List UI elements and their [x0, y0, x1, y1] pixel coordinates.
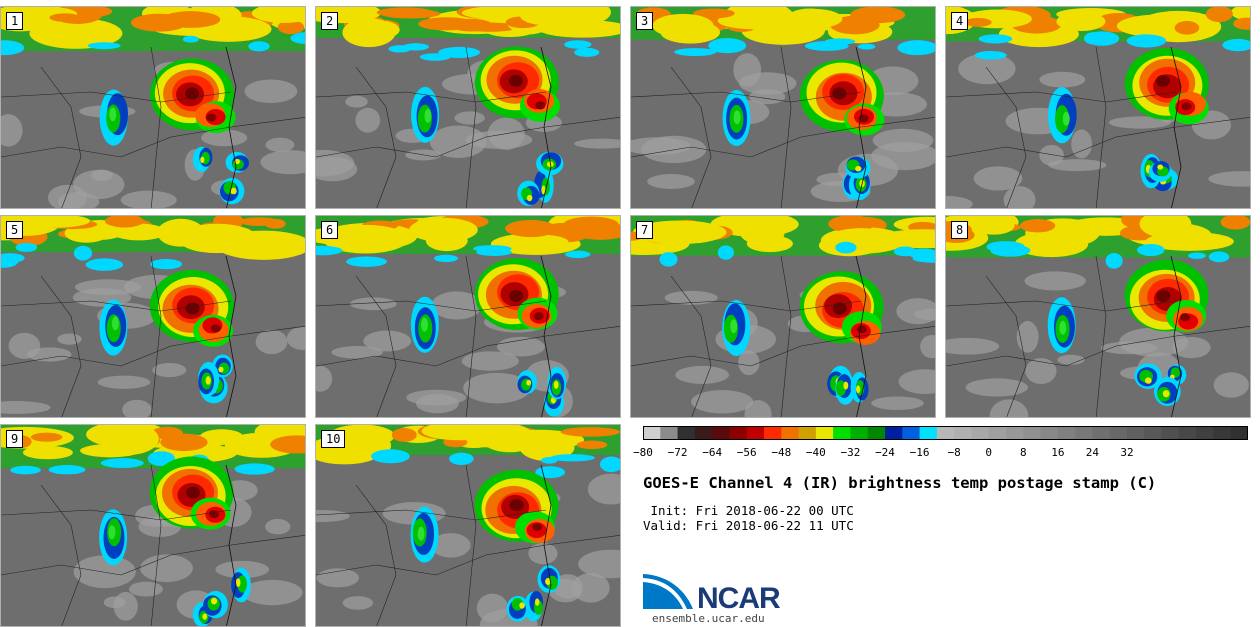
- colorbar: [643, 426, 1248, 440]
- init-time: Init: Fri 2018-06-22 00 UTC: [643, 503, 854, 518]
- colorbar-segment: [954, 426, 972, 440]
- colorbar-segment: [1006, 426, 1024, 440]
- colorbar-tick-label: 32: [1120, 446, 1134, 459]
- colorbar-tick-label: −56: [736, 446, 757, 459]
- postage-stamp-panel: 1: [0, 6, 306, 209]
- colorbar-segment: [988, 426, 1007, 440]
- member-label: 4: [951, 12, 969, 30]
- colorbar-segment: [885, 426, 903, 440]
- postage-stamp-panel: 5: [0, 215, 306, 418]
- postage-stamp-panel: 4: [945, 6, 1251, 209]
- postage-stamp-panel: 10: [315, 424, 621, 627]
- colorbar-tick-label: −72: [667, 446, 688, 459]
- colorbar-segment: [798, 426, 817, 440]
- colorbar-segment: [1057, 426, 1076, 440]
- colorbar-segment: [1161, 426, 1180, 440]
- colorbar-segment: [1040, 426, 1059, 440]
- ncar-url: ensemble.ucar.edu: [652, 612, 765, 625]
- valid-time: Valid: Fri 2018-06-22 11 UTC: [643, 518, 854, 533]
- colorbar-segment: [677, 426, 696, 440]
- colorbar-segment: [729, 426, 748, 440]
- postage-stamp-panel: 8: [945, 215, 1251, 418]
- colorbar-segment: [936, 426, 955, 440]
- colorbar-tick-label: 24: [1085, 446, 1100, 459]
- colorbar-segment: [746, 426, 765, 440]
- member-label: 8: [951, 221, 969, 239]
- colorbar-segment: [815, 426, 834, 440]
- member-label: 5: [6, 221, 24, 239]
- colorbar-tick-label: −24: [875, 446, 895, 459]
- ncar-logo-icon: [643, 574, 693, 609]
- colorbar-segment: [971, 426, 990, 440]
- postage-stamp-panel: 7: [630, 215, 936, 418]
- member-label: 7: [636, 221, 654, 239]
- member-label: 9: [6, 430, 24, 448]
- colorbar-segment: [850, 426, 869, 440]
- colorbar-segment: [712, 426, 730, 440]
- colorbar-segment: [1127, 426, 1145, 440]
- colorbar-segment: [1178, 426, 1197, 440]
- colorbar-segment: [833, 426, 851, 440]
- colorbar-segment: [919, 426, 938, 440]
- postage-stamp-panel: 2: [315, 6, 621, 209]
- colorbar-segment: [902, 426, 921, 440]
- member-label: 6: [321, 221, 339, 239]
- colorbar-tick-label: −64: [702, 446, 723, 459]
- colorbar-segment: [694, 426, 713, 440]
- colorbar-segment: [1075, 426, 1093, 440]
- colorbar-segment: [1023, 426, 1042, 440]
- colorbar-segment: [1230, 426, 1248, 440]
- member-label: 2: [321, 12, 339, 30]
- colorbar-segment: [764, 426, 782, 440]
- ncar-logo-text: NCAR: [697, 582, 781, 615]
- colorbar-segment: [867, 426, 886, 440]
- colorbar-segment: [1144, 426, 1163, 440]
- colorbar-tick-label: −32: [840, 446, 861, 459]
- colorbar-segment: [1213, 426, 1232, 440]
- colorbar-segment: [1092, 426, 1111, 440]
- colorbar-segment: [660, 426, 679, 440]
- colorbar-segment: [1109, 426, 1128, 440]
- colorbar-tick-label: 0: [985, 446, 993, 459]
- colorbar-tick-label: 16: [1051, 446, 1065, 459]
- postage-stamp-panel: 6: [315, 215, 621, 418]
- colorbar-segment: [1196, 426, 1214, 440]
- colorbar-segment: [781, 426, 800, 440]
- member-label: 10: [321, 430, 346, 448]
- member-label: 1: [6, 12, 24, 30]
- postage-stamp-panel: 3: [630, 6, 936, 209]
- colorbar-segment: [643, 426, 661, 440]
- colorbar-tick-label: −80: [633, 446, 653, 459]
- member-label: 3: [636, 12, 654, 30]
- figure-title: GOES-E Channel 4 (IR) brightness temp po…: [643, 474, 1157, 492]
- colorbar-tick-label: −40: [805, 446, 826, 459]
- colorbar-tick-label: −8: [947, 446, 961, 459]
- colorbar-tick-label: −16: [909, 446, 930, 459]
- postage-stamp-panel: 9: [0, 424, 306, 627]
- colorbar-tick-label: 8: [1019, 446, 1027, 459]
- colorbar-tick-label: −48: [771, 446, 792, 459]
